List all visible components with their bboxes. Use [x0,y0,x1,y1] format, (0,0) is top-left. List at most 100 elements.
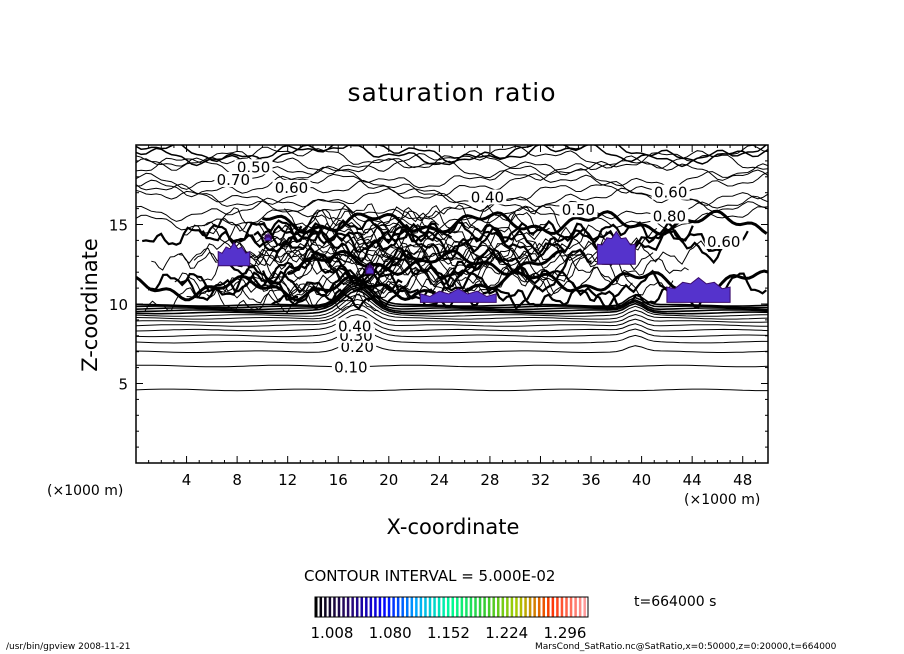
supersaturated-region [419,288,497,303]
colorbar-bin [478,597,482,617]
x-tick-label: 44 [683,471,702,489]
x-unit-left: (×1000 m) [47,483,124,499]
stratified-contour [136,320,768,338]
contour-label: 0.60 [707,233,740,251]
stratified-contour [136,303,768,323]
colorbar-bin [333,597,336,617]
colorbar-bin [537,597,541,617]
colorbar-bin [551,597,555,617]
contour-lines: 0.100.200.300.400.500.70 0.600.400.500.60… [136,145,768,392]
colorbar-bin [560,597,564,617]
colorbar-bin [556,597,559,617]
colorbar-bin [524,597,527,617]
stratified-contour [136,308,768,327]
contour-label-bg [214,171,253,187]
x-tick-label: 28 [480,471,499,489]
cloud-boundary-contour [287,249,565,277]
colorbar-bin [387,597,391,617]
turbulent-contour [272,220,749,265]
stratified-contour [136,298,768,320]
x-axis-label: X-coordinate [386,515,520,539]
colorbar-bin [456,597,459,617]
colorbar-bin [487,597,491,617]
colorbar-bin [324,597,327,617]
colorbar-bin [355,597,359,617]
colorbar-bin [410,597,414,617]
time-label: t=664000 s [634,594,717,610]
colorbar-bin [406,597,409,617]
turbulent-contour [284,203,562,236]
stratified-contour [136,314,768,332]
x-tick-label: 40 [632,471,651,489]
colorbar-bin [328,597,332,617]
footer-command: /usr/bin/gpview 2008-11-21 [6,642,131,652]
colorbar-bin [365,597,368,617]
footer-source: MarsCond_SatRatio.nc@SatRatio,x=0:50000,… [535,642,837,652]
colorbar-bin [415,597,418,617]
stratified-contour [136,286,768,313]
colorbar-bin [565,597,568,617]
contour-label-bg [331,359,370,375]
stratified-contour [136,388,768,392]
colorbar-bin [574,597,577,617]
stratified-contour [136,294,768,317]
colorbar-bin [369,597,373,617]
colorbar-bin [510,597,514,617]
colorbar-bin [401,597,404,617]
colorbar-bin [319,597,323,617]
contour-label-bg [559,202,598,218]
contour-label-bg [704,233,743,249]
stratified-contour [136,278,768,307]
turbulent-contour [151,246,531,271]
x-tick-label: 32 [531,471,550,489]
x-tick-label: 16 [329,471,348,489]
colorbar-bin [501,597,505,617]
colorbar-bin [396,597,400,617]
stratified-contour [136,284,768,311]
y-tick-label: 5 [118,376,128,394]
x-tick-label: 20 [379,471,398,489]
supersaturated-region [217,241,251,267]
cloud-boundary-contour [136,274,436,302]
upper-contour [136,187,768,213]
colorbar-bin [428,597,432,617]
stratified-contour [136,327,768,344]
colorbar-bin [337,597,341,617]
contour-label-bg [468,189,507,205]
upper-contour [136,145,768,171]
contour-label: 0.50 [237,158,270,176]
upper-contour [136,150,768,176]
turbulent-contour [237,245,421,267]
contour-label: 0.10 [334,359,367,377]
colorbar-bin [474,597,477,617]
colorbar-frame [314,596,589,618]
contour-label: 0.70 [217,171,250,189]
colorbar-bin [578,597,582,617]
supersaturated-region [596,230,636,265]
contour-label-bg [272,179,311,195]
colorbar-tick-label: 1.080 [369,624,412,642]
colorbar-bin [469,597,473,617]
turbulent-contour [179,240,654,271]
colorbar-bin [351,597,354,617]
stratified-contour [136,364,768,368]
colorbar-bin [506,597,509,617]
colorbar-bin [446,597,450,617]
colorbar-bin [569,597,573,617]
colorbar-bin [374,597,377,617]
colorbar-tick-label: 1.296 [544,624,587,642]
colorbar-bin [583,597,586,617]
colorbar-bin [360,597,364,617]
turbulent-contour [183,216,400,241]
colorbar-bin [497,597,500,617]
colorbar-bin [346,597,350,617]
supersaturated-region [666,276,731,303]
contour-label-bg [651,184,690,200]
stratified-contour [136,289,768,315]
contour-label: 0.50 [562,201,595,219]
upper-contour [136,205,768,231]
colorbar-bin [451,597,455,617]
colorbar-bin [515,597,518,617]
supersaturated-region [365,263,375,275]
